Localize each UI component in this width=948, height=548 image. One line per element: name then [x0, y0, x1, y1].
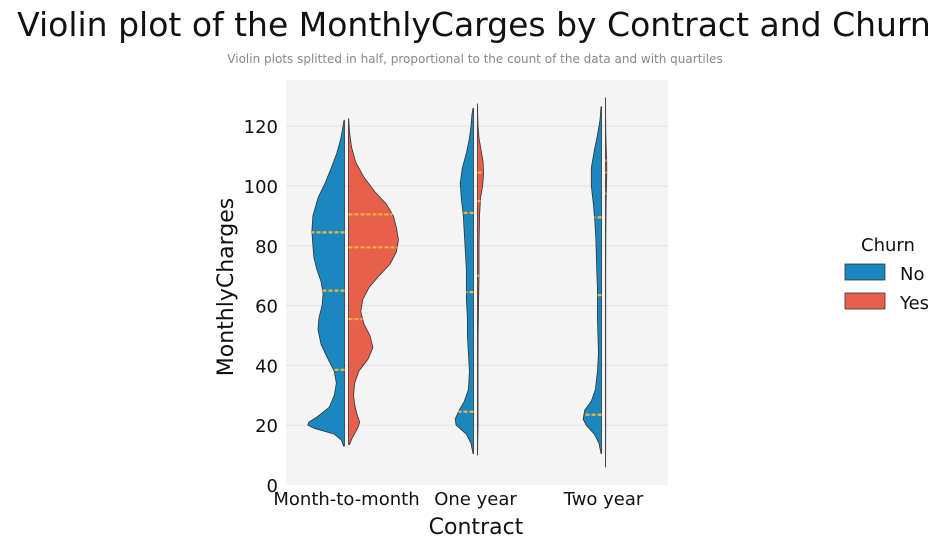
x-tick-label: Two year — [563, 489, 644, 510]
chart-subtitle: Violin plots splitted in half, proportio… — [227, 52, 722, 66]
y-tick-label: 0 — [267, 476, 278, 497]
legend-swatch-no — [844, 263, 886, 281]
chart-title: Violin plot of the MonthlyCarges by Cont… — [17, 5, 931, 44]
legend-swatch-yes — [844, 292, 886, 310]
violins — [307, 97, 608, 468]
y-tick-label: 120 — [244, 117, 278, 138]
legend-title: Churn — [861, 235, 915, 256]
violin-yes-2 — [605, 97, 608, 468]
y-tick-label: 20 — [255, 416, 278, 437]
violin-yes-0 — [348, 118, 399, 446]
violin-no-2 — [582, 106, 602, 455]
violin-no-0 — [307, 119, 345, 447]
y-axis-ticks: 0 20 40 60 80 100 120 — [244, 117, 278, 497]
legend-label-yes: Yes — [899, 293, 929, 314]
x-axis-title: Contract — [429, 515, 524, 540]
y-axis-title: MonthlyCharges — [214, 198, 239, 377]
y-tick-label: 100 — [244, 177, 278, 198]
y-tick-label: 60 — [255, 297, 278, 318]
x-axis-ticks: Month-to-month One year Two year — [273, 489, 644, 510]
legend-label-no: No — [900, 264, 924, 285]
x-tick-label: Month-to-month — [273, 489, 419, 510]
x-tick-label: One year — [434, 489, 517, 510]
legend: Churn No Yes — [844, 235, 929, 314]
y-tick-label: 80 — [255, 237, 278, 258]
violin-yes-1 — [477, 103, 485, 456]
violin-no-1 — [454, 107, 474, 455]
y-tick-label: 40 — [255, 356, 278, 377]
